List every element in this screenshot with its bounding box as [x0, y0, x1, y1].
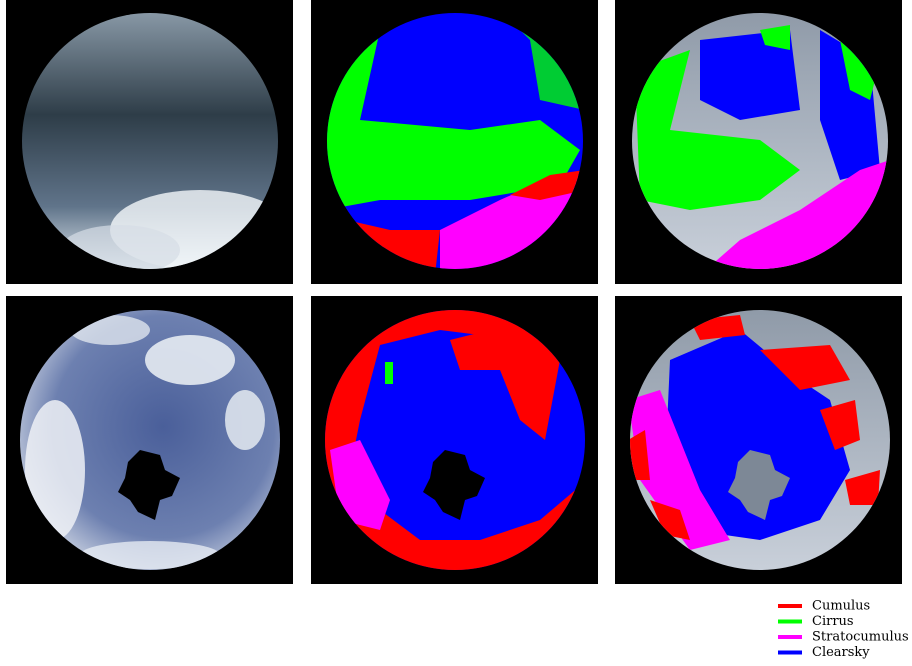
legend-label: Clearsky	[812, 645, 870, 660]
legend-label: Stratocumulus	[812, 630, 909, 645]
figure: CumulusCirrusStratocumulusClearsky	[0, 0, 912, 666]
page: {"legend": {"items": [ {"label": "Cumulu…	[0, 0, 912, 666]
legend-label: Cirrus	[812, 614, 854, 629]
legend-label: Cumulus	[812, 599, 870, 614]
